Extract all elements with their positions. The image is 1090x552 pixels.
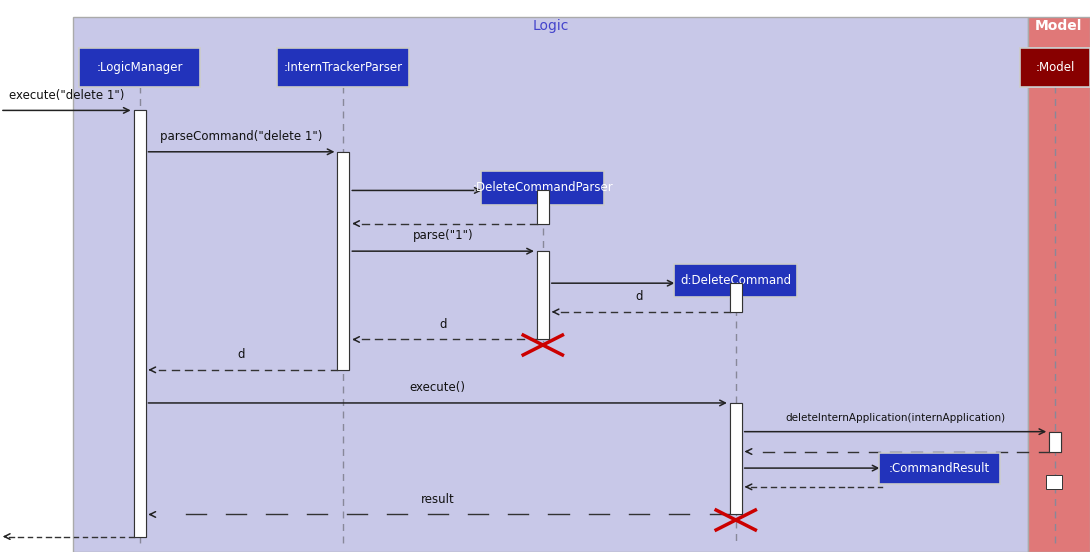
Text: parse("1"): parse("1")	[413, 229, 473, 242]
Text: :DeleteCommandParser: :DeleteCommandParser	[472, 181, 614, 194]
Bar	[1049, 432, 1062, 452]
FancyBboxPatch shape	[1020, 48, 1090, 87]
Text: execute(): execute()	[410, 381, 465, 394]
Bar	[338, 152, 350, 370]
Text: d:DeleteCommand: d:DeleteCommand	[680, 274, 791, 287]
FancyBboxPatch shape	[675, 264, 798, 297]
Text: deleteInternApplication(internApplication): deleteInternApplication(internApplicatio…	[786, 413, 1005, 423]
Text: d: d	[439, 317, 447, 331]
Bar	[1028, 17, 1090, 552]
Bar	[73, 17, 1028, 552]
Bar	[730, 403, 742, 514]
FancyBboxPatch shape	[80, 48, 201, 87]
Text: result: result	[421, 492, 455, 506]
FancyBboxPatch shape	[80, 48, 201, 87]
Text: parseCommand("delete 1"): parseCommand("delete 1")	[160, 130, 323, 143]
Bar	[537, 190, 548, 224]
Bar	[730, 283, 742, 312]
Text: Model: Model	[1036, 19, 1082, 33]
Text: :InternTrackerParser: :InternTrackerParser	[283, 61, 403, 74]
Text: :CommandResult: :CommandResult	[889, 461, 990, 475]
FancyBboxPatch shape	[278, 48, 410, 87]
Text: :Model: :Model	[1036, 61, 1075, 74]
Text: :LogicManager: :LogicManager	[96, 61, 183, 74]
Bar	[537, 251, 548, 339]
Bar	[1046, 475, 1062, 489]
Bar	[537, 190, 548, 224]
Bar	[1049, 432, 1062, 452]
Bar	[537, 251, 548, 339]
Text: Logic: Logic	[532, 19, 569, 33]
Text: :LogicManager: :LogicManager	[96, 61, 183, 74]
Bar	[134, 110, 146, 537]
Text: d: d	[238, 348, 245, 361]
Bar	[730, 403, 742, 514]
FancyBboxPatch shape	[880, 453, 1001, 484]
FancyBboxPatch shape	[278, 48, 410, 87]
Text: d: d	[635, 290, 643, 303]
FancyBboxPatch shape	[482, 171, 604, 204]
Bar	[730, 283, 742, 312]
FancyBboxPatch shape	[1020, 48, 1090, 87]
Bar	[338, 152, 350, 370]
Text: execute("delete 1"): execute("delete 1")	[9, 88, 124, 102]
Text: :InternTrackerParser: :InternTrackerParser	[283, 61, 403, 74]
Text: :Model: :Model	[1036, 61, 1075, 74]
Bar	[134, 110, 146, 537]
